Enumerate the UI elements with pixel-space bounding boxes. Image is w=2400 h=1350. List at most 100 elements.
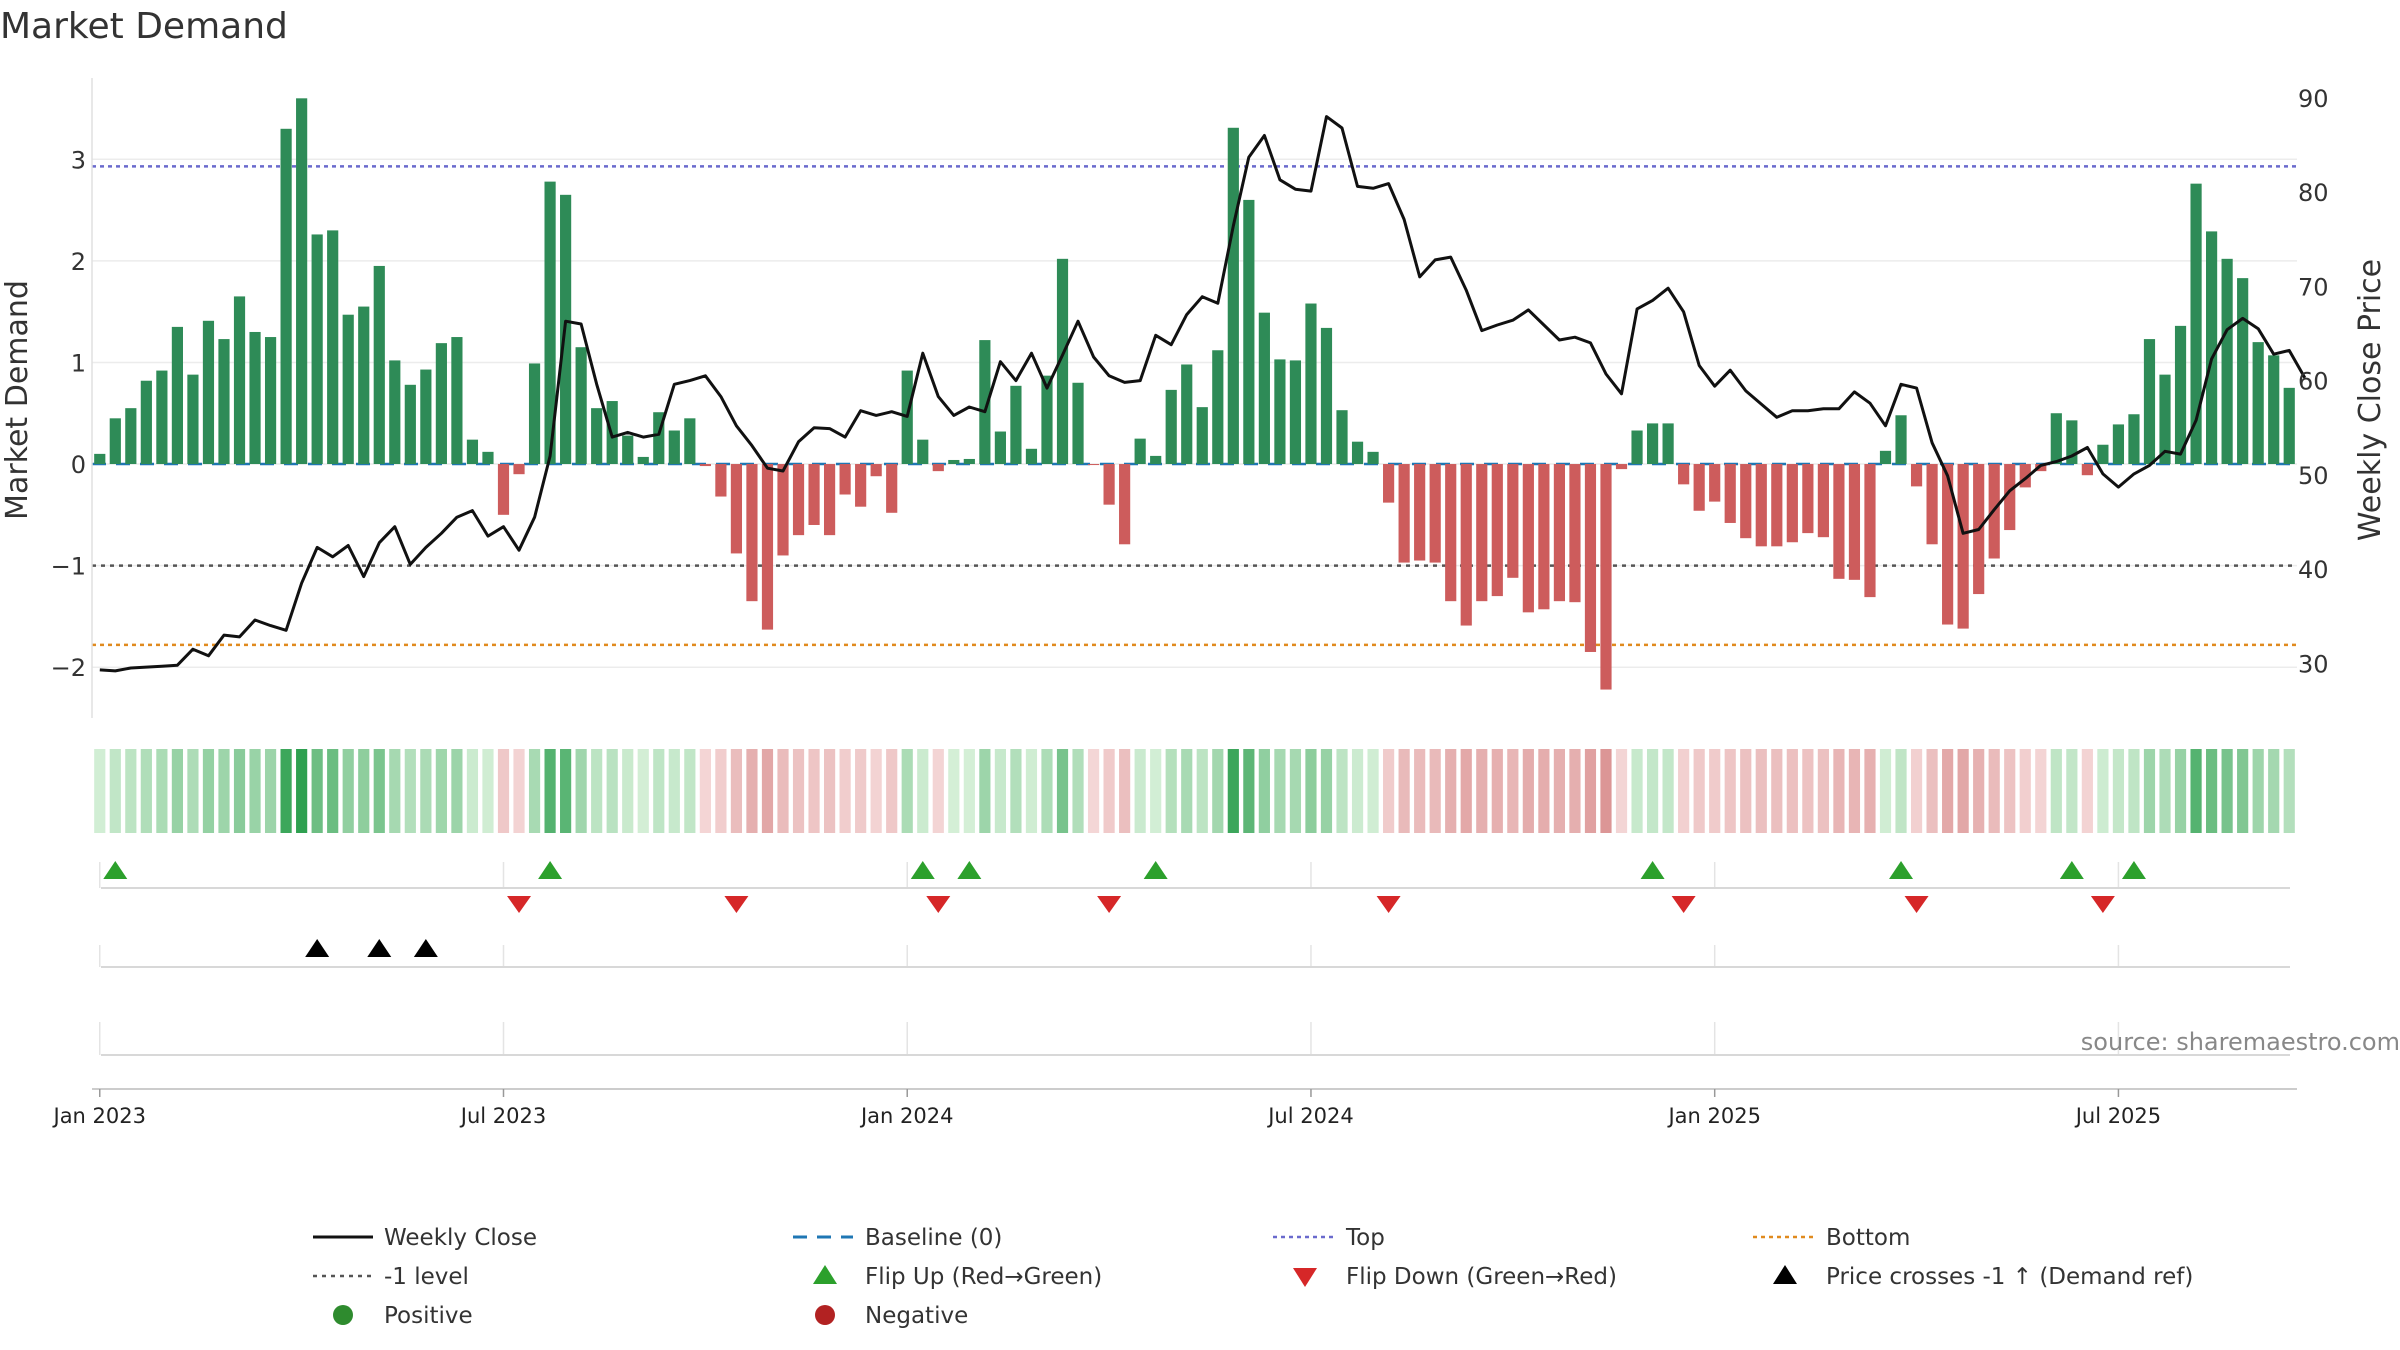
demand-bar bbox=[2252, 342, 2264, 465]
demand-bar bbox=[1879, 450, 1892, 465]
heat-cell bbox=[839, 749, 851, 833]
demand-bar bbox=[2112, 424, 2125, 465]
demand-bar bbox=[637, 456, 649, 465]
heat-cell bbox=[1491, 749, 1503, 833]
demand-bar bbox=[389, 360, 401, 465]
flip-down-marker bbox=[926, 896, 951, 913]
left-tick-label: 3 bbox=[71, 146, 86, 174]
demand-bar bbox=[808, 464, 820, 525]
heat-cell bbox=[1460, 749, 1472, 833]
demand-bar bbox=[1336, 410, 1348, 465]
heat-cell bbox=[2097, 749, 2109, 833]
heat-cell bbox=[482, 749, 494, 833]
heat-cell bbox=[761, 749, 774, 833]
heat-cell bbox=[2050, 749, 2062, 833]
heat-cell bbox=[1041, 749, 1053, 833]
heat-cell bbox=[528, 749, 541, 833]
heat-cell bbox=[1755, 749, 1767, 833]
demand-bar bbox=[513, 464, 525, 475]
demand-bar bbox=[2221, 258, 2233, 465]
heat-cell bbox=[1305, 749, 1317, 833]
heat-cell bbox=[1864, 749, 1876, 833]
demand-bar bbox=[2066, 420, 2078, 465]
demand-bar bbox=[1678, 464, 1690, 485]
heat-cell bbox=[342, 749, 354, 833]
heat-cell bbox=[1383, 749, 1395, 833]
demand-bar bbox=[699, 464, 711, 467]
demand-bar bbox=[280, 128, 292, 465]
heat-cell bbox=[94, 749, 106, 833]
demand-bar bbox=[1724, 464, 1736, 523]
legend-swatch-flip-up bbox=[813, 1265, 837, 1284]
heat-cell bbox=[1414, 749, 1426, 833]
left-tick-label: −1 bbox=[51, 553, 86, 581]
demand-bar bbox=[125, 408, 137, 465]
demand-bar bbox=[451, 337, 463, 465]
heat-cell bbox=[311, 749, 323, 833]
heat-cell bbox=[2283, 749, 2295, 833]
right-tick-label: 60 bbox=[2298, 368, 2329, 396]
demand-bar bbox=[140, 380, 152, 465]
demand-bar bbox=[1553, 464, 1566, 602]
heat-cell bbox=[870, 749, 882, 833]
demand-bar bbox=[994, 431, 1006, 465]
demand-bar bbox=[1926, 464, 1938, 545]
demand-bar bbox=[917, 439, 929, 465]
demand-bar bbox=[746, 464, 758, 602]
demand-bar bbox=[1662, 423, 1674, 465]
heat-cell bbox=[1289, 749, 1302, 833]
demand-bar bbox=[2237, 278, 2249, 465]
demand-bar bbox=[2190, 183, 2202, 465]
demand-bar bbox=[435, 343, 447, 465]
demand-bar bbox=[2174, 325, 2187, 465]
demand-bar bbox=[2081, 464, 2093, 476]
heat-cell bbox=[1243, 749, 1255, 833]
heat-cell bbox=[1957, 749, 1969, 833]
demand-bar bbox=[886, 464, 898, 513]
demand-bar bbox=[1507, 464, 1519, 578]
heat-cell bbox=[1258, 749, 1270, 833]
heat-cell bbox=[1988, 749, 2000, 833]
right-tick-label: 50 bbox=[2298, 462, 2329, 490]
heat-cell bbox=[249, 749, 261, 833]
heat-cell bbox=[2143, 749, 2156, 833]
demand-bar bbox=[1274, 359, 1286, 465]
heat-cell bbox=[1507, 749, 1519, 833]
demand-bar bbox=[1320, 327, 1333, 465]
demand-bar bbox=[575, 347, 587, 465]
x-tick-label: Jan 2025 bbox=[1666, 1104, 1761, 1128]
right-tick-label: 90 bbox=[2298, 85, 2329, 113]
event-rows bbox=[99, 861, 2290, 1056]
demand-bar bbox=[202, 320, 215, 465]
legend-label-flip-up: Flip Up (Red→Green) bbox=[865, 1264, 1102, 1290]
demand-bar bbox=[311, 234, 323, 465]
heat-cell bbox=[1072, 749, 1084, 833]
demand-bar bbox=[730, 464, 743, 554]
demand-bar bbox=[1181, 364, 1193, 465]
demand-bar bbox=[1491, 464, 1503, 597]
heat-cell bbox=[1678, 749, 1690, 833]
heat-cell bbox=[1740, 749, 1752, 833]
demand-bar bbox=[94, 453, 106, 465]
demand-bar bbox=[1942, 464, 1954, 625]
heat-cell bbox=[1662, 749, 1674, 833]
heat-cell bbox=[1010, 749, 1022, 833]
heat-cell bbox=[2268, 749, 2280, 833]
flip-down-marker bbox=[1097, 896, 1122, 913]
heat-cell bbox=[1476, 749, 1488, 833]
heat-cell bbox=[358, 749, 370, 833]
demand-bar bbox=[233, 296, 246, 465]
demand-bar bbox=[792, 464, 805, 536]
heat-cell bbox=[963, 749, 975, 833]
demand-bar bbox=[870, 464, 882, 477]
demand-bar bbox=[761, 464, 774, 630]
right-tick-label: 40 bbox=[2298, 556, 2329, 584]
heat-cell bbox=[435, 749, 447, 833]
legend-label-flip-down: Flip Down (Green→Red) bbox=[1346, 1264, 1617, 1290]
legend-swatch-flip-down bbox=[1293, 1268, 1317, 1287]
heat-cell bbox=[1429, 749, 1441, 833]
demand-bar bbox=[1119, 464, 1131, 545]
demand-bar bbox=[1740, 464, 1752, 539]
heat-cell bbox=[1600, 749, 1612, 833]
heat-cell bbox=[2206, 749, 2218, 833]
